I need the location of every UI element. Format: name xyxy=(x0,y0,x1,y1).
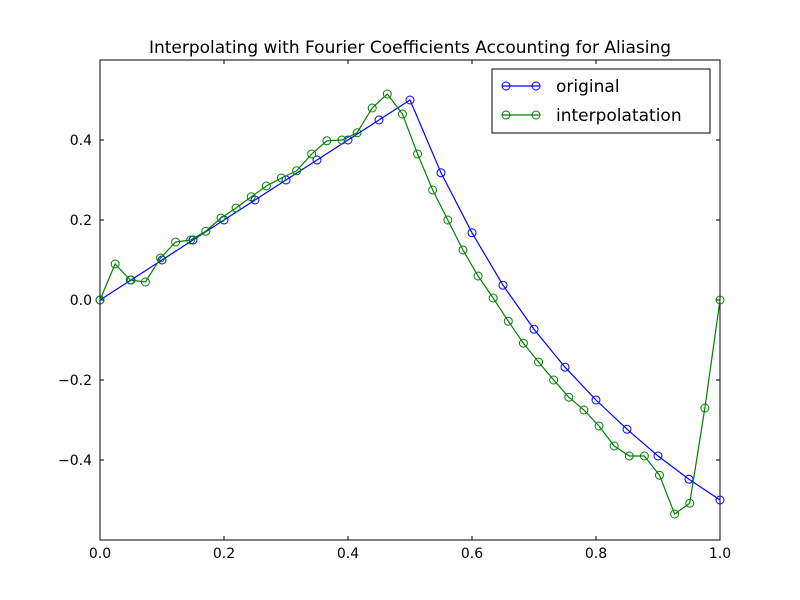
data-point xyxy=(322,136,332,146)
legend-marker xyxy=(531,81,541,91)
data-point xyxy=(534,357,544,367)
series-layer xyxy=(95,89,725,519)
data-point xyxy=(231,203,241,213)
data-point xyxy=(156,253,166,263)
data-point xyxy=(201,226,211,236)
data-point xyxy=(312,155,322,165)
x-tick-label: 0.6 xyxy=(461,546,483,562)
data-point xyxy=(654,470,664,480)
legend-marker xyxy=(531,110,541,120)
legend-label: interpolatation xyxy=(556,106,682,126)
series-original xyxy=(95,95,725,505)
data-point xyxy=(95,295,105,305)
data-point xyxy=(292,166,302,176)
data-point xyxy=(564,392,574,402)
data-point xyxy=(624,451,634,461)
y-tick-label: −0.4 xyxy=(58,453,92,469)
data-point xyxy=(428,185,438,195)
legend-marker xyxy=(501,110,511,120)
data-point xyxy=(140,277,150,287)
legend-item: interpolatation xyxy=(501,106,682,126)
data-point xyxy=(639,451,649,461)
legend-marker xyxy=(501,81,511,91)
series-line xyxy=(99,93,721,515)
data-point xyxy=(488,293,498,303)
data-point xyxy=(397,109,407,119)
data-point xyxy=(413,149,423,159)
data-point xyxy=(367,103,377,113)
data-point xyxy=(125,275,135,285)
data-point xyxy=(374,115,384,125)
data-point xyxy=(343,135,353,145)
data-point xyxy=(529,324,539,334)
data-point xyxy=(171,237,181,247)
data-point xyxy=(622,424,632,434)
data-point xyxy=(443,215,453,225)
data-point xyxy=(498,280,508,290)
data-point xyxy=(700,403,710,413)
data-point xyxy=(337,135,347,145)
data-point xyxy=(382,89,392,99)
axis-ticks: 0.0 0.2 0.4 0.6 0.8 1.0 −0.4 −0.2 0.0 0.2 0.4 xyxy=(58,60,731,562)
y-tick-label: 0.4 xyxy=(70,133,92,149)
data-point xyxy=(549,375,559,385)
data-point xyxy=(307,149,317,159)
data-point xyxy=(186,235,196,245)
data-point xyxy=(110,259,120,269)
data-point xyxy=(467,228,477,238)
y-tick-label: 0.2 xyxy=(70,213,92,229)
x-tick-label: 0.0 xyxy=(89,546,111,562)
data-point xyxy=(518,338,528,348)
x-tick-label: 0.2 xyxy=(213,546,235,562)
legend-box xyxy=(491,68,711,134)
legend-label: original xyxy=(556,77,620,97)
x-tick-label: 0.4 xyxy=(337,546,359,562)
data-point xyxy=(405,95,415,105)
y-tick-label: −0.2 xyxy=(58,373,92,389)
series-interpolatation xyxy=(95,89,725,519)
series-line xyxy=(99,99,721,501)
data-point xyxy=(579,405,589,415)
data-point xyxy=(715,495,725,505)
data-point xyxy=(609,441,619,451)
data-point xyxy=(352,128,362,138)
data-point xyxy=(560,362,570,372)
data-point xyxy=(276,173,286,183)
x-tick-label: 0.8 xyxy=(585,546,607,562)
x-tick-label: 1.0 xyxy=(709,546,731,562)
data-point xyxy=(216,213,226,223)
data-point xyxy=(670,509,680,519)
data-point xyxy=(436,168,446,178)
legend: original interpolatation xyxy=(491,68,711,134)
data-point xyxy=(685,498,695,508)
data-point xyxy=(458,245,468,255)
data-point xyxy=(503,316,513,326)
chart-title: Interpolating with Fourier Coefficients … xyxy=(149,38,671,58)
data-point xyxy=(715,295,725,305)
data-point xyxy=(246,192,256,202)
data-point xyxy=(261,181,271,191)
data-point xyxy=(653,451,663,461)
legend-item: original xyxy=(501,77,620,97)
data-point xyxy=(473,271,483,281)
y-tick-label: 0.0 xyxy=(70,293,92,309)
data-point xyxy=(594,421,604,431)
data-point xyxy=(591,395,601,405)
